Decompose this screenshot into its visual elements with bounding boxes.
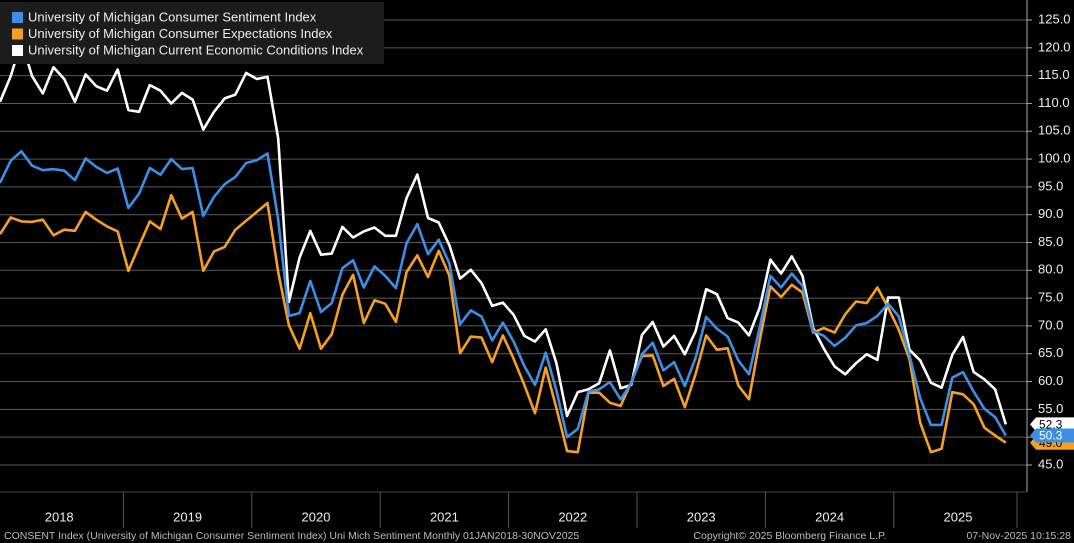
y-tick-label: 80.0 <box>1038 262 1063 277</box>
y-tick-label: 55.0 <box>1038 401 1063 416</box>
x-tick-label: 2023 <box>687 509 716 524</box>
legend-label: University of Michigan Current Economic … <box>28 42 364 57</box>
series-line <box>0 150 1007 439</box>
x-tick-label: 2025 <box>944 509 973 524</box>
x-tick-label: 2020 <box>302 509 331 524</box>
footer-timestamp: 07-Nov-2025 10:15:28 <box>967 530 1072 542</box>
legend: University of Michigan Consumer Sentimen… <box>12 9 364 57</box>
legend-label: University of Michigan Consumer Expectat… <box>28 26 333 41</box>
y-tick-label: 75.0 <box>1038 290 1063 305</box>
legend-label: University of Michigan Consumer Sentimen… <box>28 9 317 24</box>
last-value-box <box>1030 417 1074 432</box>
x-tick-label: 2022 <box>558 509 587 524</box>
y-tick-label: 85.0 <box>1038 234 1063 249</box>
y-tick-label: 45.0 <box>1038 456 1063 471</box>
y-tick-label: 65.0 <box>1038 345 1063 360</box>
axes: 45.050.055.060.065.070.075.080.085.090.0… <box>45 11 1074 528</box>
y-tick-label: 110.0 <box>1038 95 1070 110</box>
y-tick-label: 95.0 <box>1038 178 1063 193</box>
y-tick-label: 125.0 <box>1038 11 1071 26</box>
legend-swatch <box>12 45 23 56</box>
y-tick-label: 90.0 <box>1038 206 1063 221</box>
last-value-box <box>1030 428 1074 443</box>
y-tick-label: 115.0 <box>1038 67 1070 82</box>
y-tick-label: 105.0 <box>1038 123 1071 138</box>
y-tick-label: 70.0 <box>1038 317 1063 332</box>
last-value-label: 50.3 <box>1039 429 1063 443</box>
y-tick-label: 60.0 <box>1038 373 1063 388</box>
series-line <box>0 193 1007 454</box>
legend-box <box>0 2 384 64</box>
y-tick-label: 100.0 <box>1038 151 1071 166</box>
x-tick-label: 2024 <box>815 509 844 524</box>
footer-copyright: Copyright© 2025 Bloomberg Finance L.P. <box>693 530 886 542</box>
footer-source: CONSENT Index (University of Michigan Co… <box>4 530 579 542</box>
series-line <box>0 39 1008 425</box>
y-tick-label: 120.0 <box>1038 39 1071 54</box>
x-tick-label: 2018 <box>45 509 74 524</box>
x-tick-label: 2019 <box>173 509 202 524</box>
x-tick-label: 2021 <box>430 509 459 524</box>
legend-swatch <box>12 28 23 40</box>
plot <box>0 39 1008 454</box>
legend-swatch <box>12 12 23 23</box>
last-value-label: 52.3 <box>1039 418 1063 432</box>
